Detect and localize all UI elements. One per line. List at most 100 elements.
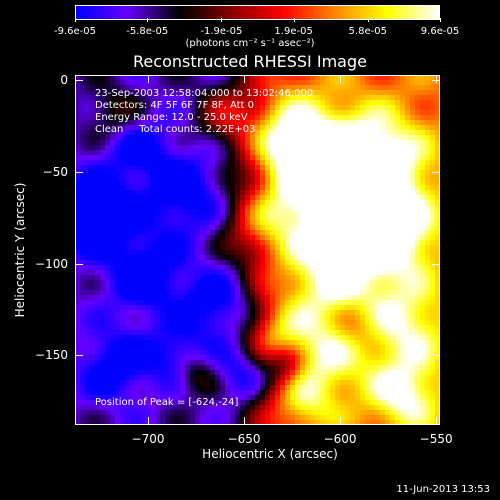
heatmap-cell [225,80,231,86]
heatmap-cell [120,100,126,106]
heatmap-cell [385,275,391,281]
heatmap-cell [130,175,136,181]
heatmap-cell [185,305,191,311]
heatmap-cell [405,185,411,191]
heatmap-cell [290,175,296,181]
heatmap-cell [310,245,316,251]
heatmap-cell [225,75,231,81]
heatmap-cell [130,245,136,251]
heatmap-cell [405,265,411,271]
heatmap-cell [420,290,426,296]
heatmap-cell [80,245,86,251]
heatmap-cell [360,190,366,196]
heatmap-cell [175,145,181,151]
heatmap-cell [150,340,156,346]
heatmap-cell [80,115,86,121]
heatmap-cell [325,75,331,81]
heatmap-cell [410,330,416,336]
heatmap-cell [370,325,376,331]
heatmap-cell [185,280,191,286]
heatmap-cell [285,265,291,271]
heatmap-cell [275,105,281,111]
heatmap-cell [355,75,361,81]
heatmap-cell [380,190,386,196]
heatmap-cell [290,260,296,266]
heatmap-cell [360,180,366,186]
heatmap-cell [215,205,221,211]
heatmap-cell [235,140,241,146]
heatmap-cell [410,170,416,176]
heatmap-cell [165,260,171,266]
heatmap-cell [100,230,106,236]
heatmap-cell [360,280,366,286]
heatmap-cell [355,100,361,106]
heatmap-cell [80,340,86,346]
colorbar-tick-label: 9.6e-05 [420,26,460,37]
heatmap-cell [120,205,126,211]
heatmap-cell [235,205,241,211]
heatmap-cell [90,225,96,231]
heatmap-cell [390,220,396,226]
heatmap-cell [260,150,266,156]
heatmap-cell [130,300,136,306]
heatmap-cell [300,105,306,111]
heatmap-cell [170,315,176,321]
heatmap-cell [285,315,291,321]
heatmap-cell [375,265,381,271]
heatmap-cell [125,215,131,221]
heatmap-cell [330,290,336,296]
heatmap-cell [310,250,316,256]
heatmap-cell [210,255,216,261]
heatmap-cell [180,330,186,336]
heatmap-cell [115,235,121,241]
heatmap-cell [355,110,361,116]
heatmap-cell [400,185,406,191]
heatmap-cell [265,220,271,226]
heatmap-cell [240,210,246,216]
heatmap-cell [135,265,141,271]
heatmap-cell [370,100,376,106]
heatmap-cell [130,115,136,121]
heatmap-cell [190,280,196,286]
heatmap-cell [340,180,346,186]
heatmap-cell [405,295,411,301]
heatmap-cell [255,135,261,141]
heatmap-cell [330,255,336,261]
heatmap-cell [300,130,306,136]
heatmap-cell [375,155,381,161]
heatmap-cell [325,110,331,116]
heatmap-cell [135,155,141,161]
heatmap-cell [180,325,186,331]
heatmap-cell [120,265,126,271]
heatmap-cell [130,210,136,216]
heatmap-cell [100,105,106,111]
heatmap-cell [160,310,166,316]
heatmap-cell [325,275,331,281]
heatmap-cell [390,250,396,256]
heatmap-cell [120,190,126,196]
heatmap-cell [80,325,86,331]
heatmap-cell [285,310,291,316]
heatmap-cell [375,235,381,241]
heatmap-cell [125,320,131,326]
heatmap-cell [220,175,226,181]
heatmap-cell [190,310,196,316]
heatmap-cell [400,320,406,326]
heatmap-cell [95,300,101,306]
heatmap-cell [165,195,171,201]
heatmap-cell [340,295,346,301]
heatmap-cell [240,245,246,251]
heatmap-cell [105,270,111,276]
heatmap-cell [155,175,161,181]
heatmap-cell [340,80,346,86]
heatmap-cell [125,75,131,81]
heatmap-cell [330,245,336,251]
heatmap-cell [90,275,96,281]
heatmap-cell [170,225,176,231]
heatmap-cell [415,125,421,131]
heatmap-cell [220,105,226,111]
heatmap-cell [135,120,141,126]
heatmap-cell [365,330,371,336]
heatmap-cell [395,180,401,186]
heatmap-cell [425,190,431,196]
